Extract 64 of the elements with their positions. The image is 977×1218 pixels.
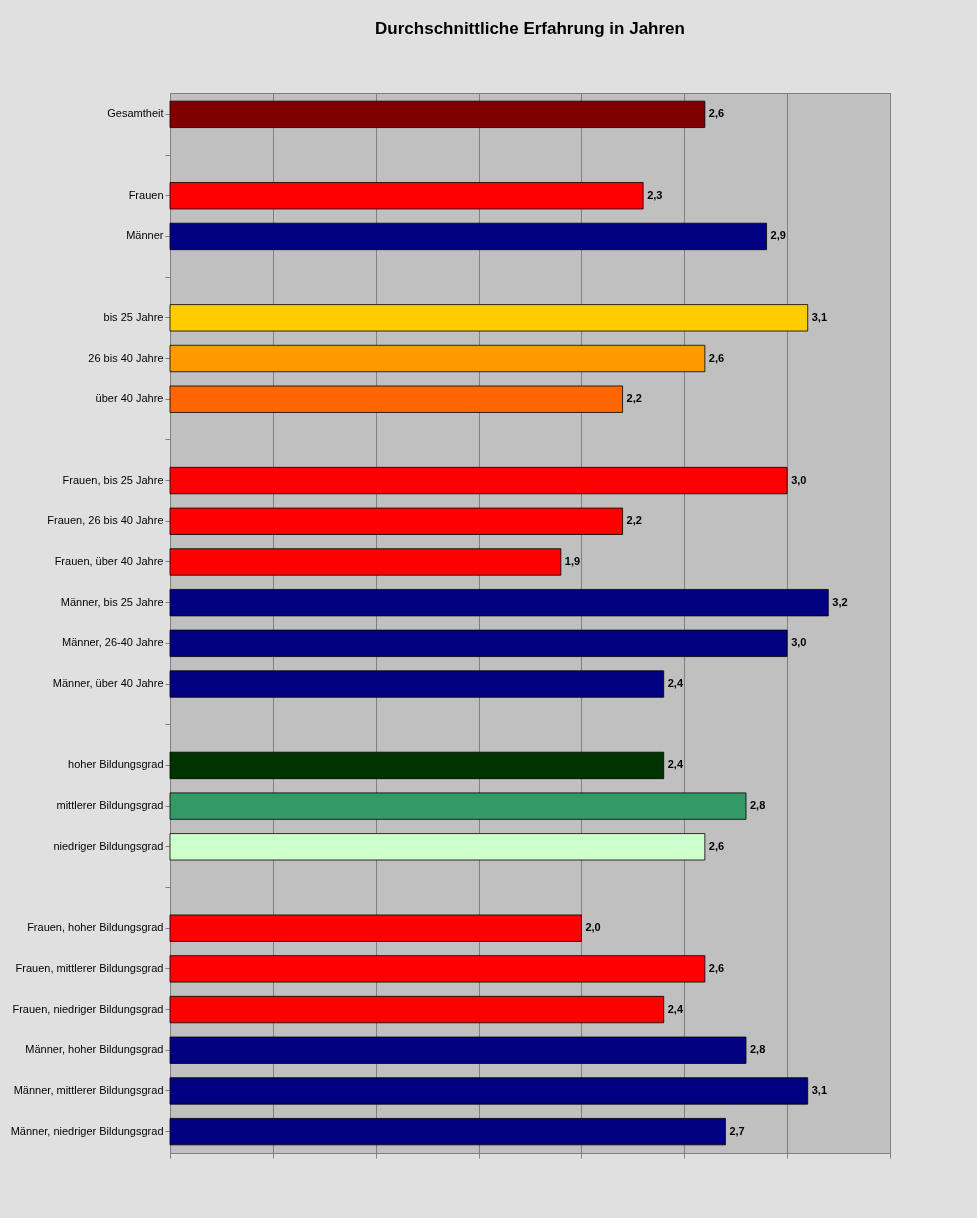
- data-label: 2,3: [647, 188, 663, 201]
- data-label: 2,7: [729, 1124, 745, 1137]
- y-tick-label: Männer, über 40 Jahre: [52, 677, 164, 690]
- bar: [169, 100, 706, 128]
- data-label: 3,0: [791, 636, 807, 649]
- y-tick-label: Männer, hoher Bildungsgrad: [25, 1043, 164, 1056]
- data-label: 3,2: [832, 595, 848, 608]
- y-tick-label: Frauen: [128, 188, 164, 201]
- data-label: 2,6: [708, 961, 725, 974]
- bar: [169, 833, 706, 861]
- y-tick-label: Frauen, 26 bis 40 Jahre: [47, 514, 164, 527]
- data-label: 2,9: [770, 229, 786, 242]
- bar: [169, 670, 665, 698]
- bar: [169, 548, 562, 576]
- chart-title: Durchschnittliche Erfahrung in Jahren: [375, 19, 685, 38]
- y-tick-label: Frauen, bis 25 Jahre: [62, 473, 164, 486]
- data-label: 1,9: [564, 554, 581, 567]
- data-label: 2,4: [667, 1002, 684, 1015]
- bar: [169, 385, 623, 413]
- data-label: 2,8: [750, 1043, 766, 1056]
- data-label: 2,6: [708, 107, 725, 120]
- y-tick-label: niedriger Bildungsgrad: [53, 839, 164, 852]
- y-tick-label: Gesamtheit: [107, 107, 164, 120]
- bar: [169, 1036, 747, 1064]
- y-tick-label: Männer, 26-40 Jahre: [61, 636, 164, 649]
- y-tick-label: über 40 Jahre: [95, 392, 164, 405]
- y-tick-label: Männer, bis 25 Jahre: [60, 595, 164, 608]
- bar: [169, 995, 665, 1024]
- data-label: 2,6: [708, 351, 725, 364]
- bar: [169, 629, 788, 657]
- data-label: 3,1: [811, 1083, 828, 1096]
- bar: [169, 1077, 809, 1105]
- data-label: 2,4: [667, 758, 684, 771]
- bar: [169, 792, 747, 820]
- data-label: 2,2: [626, 392, 642, 405]
- bar: [169, 304, 809, 332]
- data-label: 3,0: [791, 473, 807, 486]
- data-label: 3,1: [811, 310, 828, 323]
- y-tick-label: Frauen, niedriger Bildungsgrad: [12, 1002, 164, 1015]
- bar: [169, 182, 644, 210]
- y-tick-label: Männer, mittlerer Bildungsgrad: [13, 1083, 164, 1096]
- bar: [169, 914, 582, 942]
- bar: [169, 1118, 726, 1146]
- bar: [169, 507, 623, 535]
- y-tick-label: 26 bis 40 Jahre: [88, 351, 164, 364]
- bar: [169, 466, 788, 495]
- y-tick-label: hoher Bildungsgrad: [68, 758, 164, 771]
- y-tick-label: Männer: [126, 229, 164, 242]
- bar: [169, 222, 767, 251]
- bar: [169, 955, 706, 983]
- data-label: 2,6: [708, 839, 725, 852]
- data-label: 2,0: [585, 921, 601, 934]
- data-label: 2,4: [667, 677, 684, 690]
- data-label: 2,2: [626, 514, 642, 527]
- y-tick-label: mittlerer Bildungsgrad: [56, 799, 164, 812]
- y-tick-label: bis 25 Jahre: [103, 310, 164, 323]
- bar: [169, 344, 706, 373]
- bar: [169, 751, 665, 780]
- y-tick-label: Frauen, über 40 Jahre: [54, 554, 164, 567]
- y-tick-label: Frauen, hoher Bildungsgrad: [27, 921, 164, 934]
- data-label: 2,8: [750, 799, 766, 812]
- bar: [169, 589, 829, 617]
- y-tick-label: Männer, niedriger Bildungsgrad: [10, 1124, 164, 1137]
- y-tick-label: Frauen, mittlerer Bildungsgrad: [15, 961, 164, 974]
